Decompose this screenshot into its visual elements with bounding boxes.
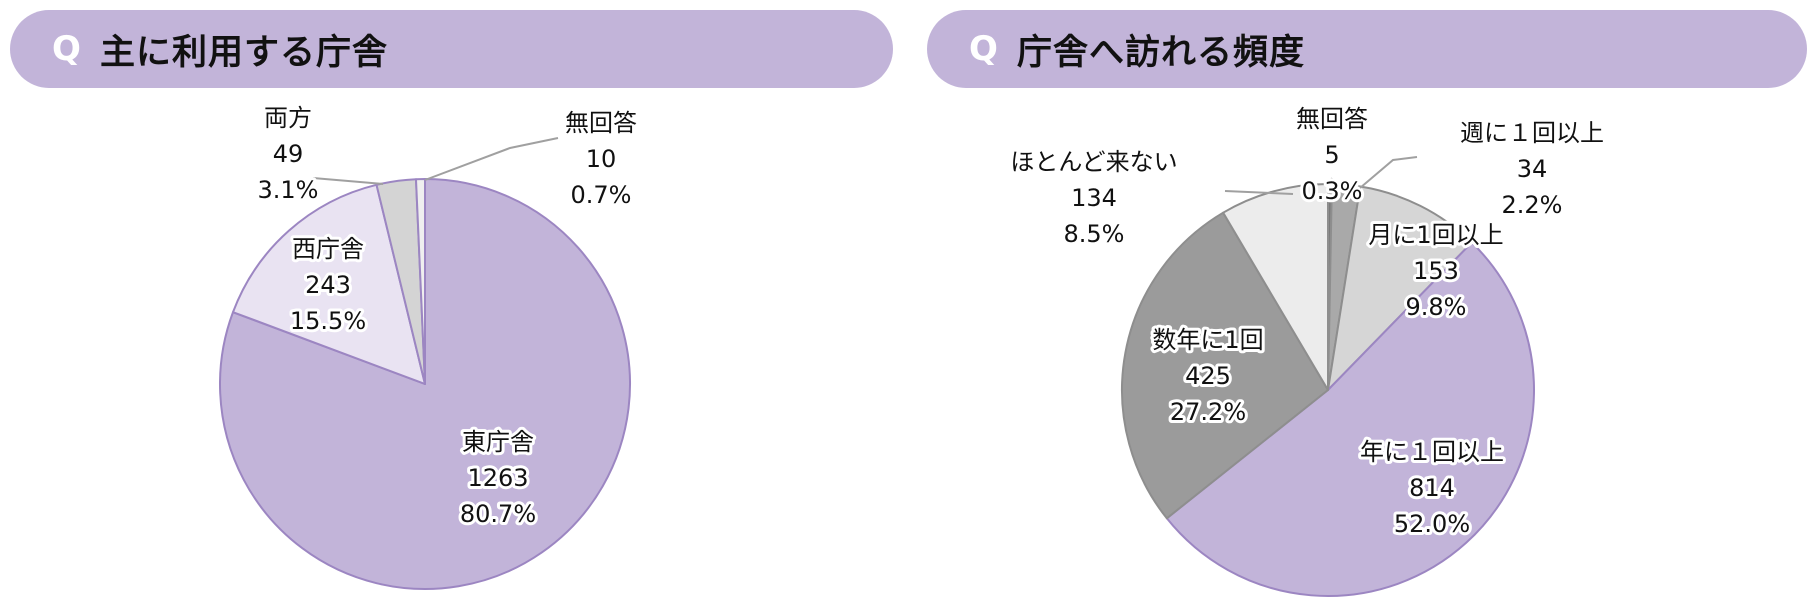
- pie-slice: [1165, 241, 1535, 597]
- question-header: Q 庁舎へ訪れる頻度: [927, 10, 1807, 88]
- pie-chart-main-building: 東庁舎 1263 80.7% 西庁舎 243 15.5% 両方 49 3.1% 無回答 10 0.7%: [219, 104, 637, 590]
- data-label: 無回答 10 0.7%: [565, 109, 637, 209]
- leader-line: [1224, 190, 1294, 195]
- leader-line: [424, 137, 559, 181]
- leader-line: [1359, 156, 1418, 189]
- pie-slice: [1327, 185, 1473, 391]
- question-header: Q 主に利用する庁舎: [10, 10, 893, 88]
- pie-slice: [1222, 183, 1329, 391]
- leader-line: [312, 177, 384, 185]
- data-label: 年に１回以上 814 52.0%: [1360, 438, 1504, 538]
- data-label: 両方 49 3.1%: [258, 104, 319, 204]
- question-mark: Q: [52, 29, 81, 69]
- pie-slice: [1121, 211, 1329, 520]
- pie-slice: [232, 183, 426, 385]
- chart-title: 庁舎へ訪れる頻度: [1017, 32, 1306, 73]
- data-label: 西庁舎 243 15.5%: [290, 235, 366, 335]
- data-label: 数年に1回 425 27.2%: [1152, 326, 1263, 426]
- pie-slice: [219, 178, 631, 590]
- pie-chart-visit-frequency: 無回答 5 0.3% 週に１回以上 34 2.2%月に1回以上 153 9.8% 年に１回以上 8…: [1007, 102, 1607, 597]
- question-mark: Q: [969, 29, 998, 69]
- data-label: 週に１回以上 34 2.2%: [1460, 119, 1604, 219]
- chart-title: 主に利用する庁舎: [100, 32, 389, 73]
- data-label: ほとんど来ない 134 8.5%: [1010, 148, 1177, 248]
- leader-line: [1328, 177, 1333, 187]
- panel-main-building: Q 主に利用する庁舎 東庁舎 1263 80.7% 西庁舎 243 15.5% 両方 49 3.…: [10, 10, 893, 590]
- data-label: 東庁舎 1263 80.7%: [460, 428, 536, 528]
- data-label: 月に1回以上 153 9.8%: [1368, 221, 1503, 321]
- panel-visit-frequency: Q 庁舎へ訪れる頻度 無回答 5 0.3% 週に１回以上 34 2.2% 月に1回以上 153…: [915, 0, 1820, 615]
- data-label: 無回答 5 0.3%: [1296, 105, 1368, 205]
